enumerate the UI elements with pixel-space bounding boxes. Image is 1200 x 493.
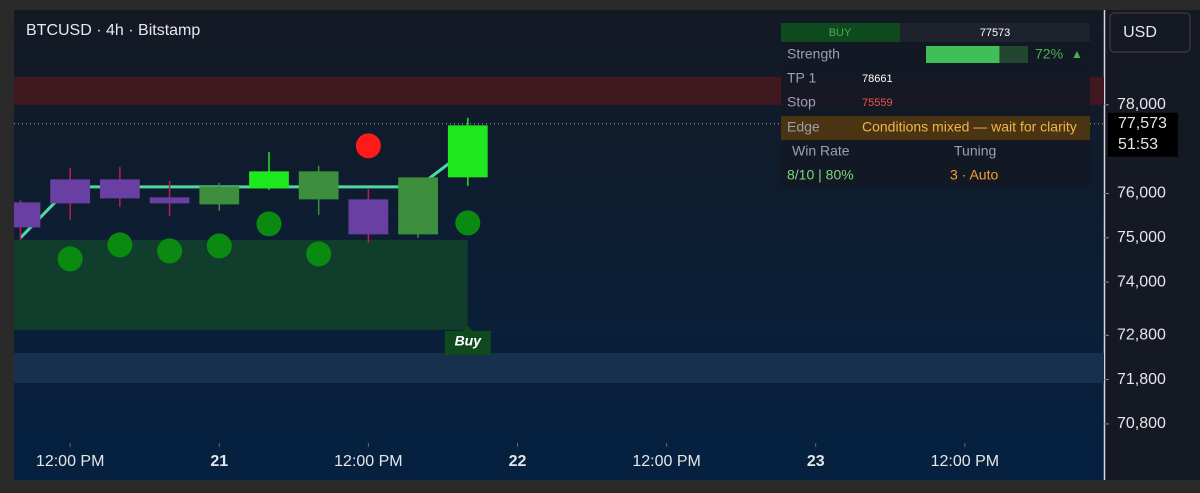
zone bbox=[14, 352, 1104, 383]
edge-label: Edge bbox=[787, 119, 820, 135]
strength-arrow: ▲ bbox=[1071, 47, 1083, 61]
trail-line bbox=[19, 147, 469, 239]
y-tick-label: 75,000 bbox=[1117, 229, 1166, 246]
signal-dot bbox=[256, 211, 282, 237]
y-tick-label: 78,000 bbox=[1117, 96, 1166, 113]
y-tick-label: 70,800 bbox=[1117, 415, 1166, 432]
candle-body bbox=[447, 125, 488, 178]
x-tick-label: 12:00 PM bbox=[334, 453, 402, 470]
signal-dot bbox=[455, 210, 481, 236]
time-axis-background bbox=[14, 443, 1104, 480]
plot: Buy bbox=[14, 76, 1104, 383]
strength-text: 72% bbox=[1035, 46, 1063, 62]
signal-dot bbox=[306, 241, 332, 267]
candle-body bbox=[298, 171, 339, 200]
candle-body bbox=[249, 171, 289, 189]
stop-label: Stop bbox=[787, 94, 816, 110]
candle-body bbox=[199, 186, 240, 205]
signal-cell bbox=[781, 23, 900, 42]
x-tick-label: 12:00 PM bbox=[931, 453, 999, 470]
candle-body bbox=[348, 199, 389, 235]
last-price-label: 77,573 bbox=[1118, 115, 1167, 132]
currency-label[interactable]: USD bbox=[1123, 24, 1157, 41]
chart-title: BTCUSD · 4h · Bitstamp bbox=[26, 22, 200, 39]
tuning-label: Tuning bbox=[954, 143, 996, 159]
price-cell bbox=[900, 23, 1090, 42]
strength-bar bbox=[926, 46, 1000, 63]
candle-body bbox=[398, 177, 438, 235]
signal-dot bbox=[107, 232, 133, 258]
edge-text: Conditions mixed — wait for clarity bbox=[862, 119, 1077, 135]
candle-body bbox=[50, 179, 91, 204]
win-rate: 8/10 | 80% bbox=[787, 167, 854, 183]
price-axis-background bbox=[1104, 10, 1200, 480]
countdown: 51:53 bbox=[1118, 136, 1158, 153]
y-tick-label: 71,800 bbox=[1117, 371, 1166, 388]
stop-value: 75559 bbox=[862, 97, 893, 109]
win-rate-label: Win Rate bbox=[792, 143, 850, 159]
x-tick-label: 21 bbox=[210, 453, 228, 470]
tuning: 3 · Auto bbox=[950, 167, 998, 183]
annotation: Buy bbox=[455, 333, 483, 349]
signal-dot bbox=[57, 246, 83, 272]
tp-value: 78661 bbox=[862, 73, 893, 85]
y-tick-label: 76,000 bbox=[1117, 185, 1166, 202]
last-price-box bbox=[1108, 112, 1178, 157]
x-tick-label: 23 bbox=[807, 453, 825, 470]
signal-dot bbox=[206, 233, 232, 259]
x-tick-label: 12:00 PM bbox=[36, 453, 104, 470]
currency-button[interactable] bbox=[1109, 12, 1191, 53]
annotation-box bbox=[444, 326, 491, 355]
signal-dot bbox=[157, 238, 183, 264]
axes: 78,000 76,000 75,000 74,000 72,800 71,800 70,8… bbox=[36, 96, 1178, 470]
zone bbox=[14, 239, 468, 330]
x-tick-label: 22 bbox=[509, 453, 527, 470]
panel-price: 77573 bbox=[980, 27, 1011, 39]
signal-panel: BUY 77573 Strength 72% ▲ TP 1 78661 Stop… bbox=[781, 23, 1090, 187]
candle-body bbox=[14, 202, 41, 228]
y-tick-label: 74,000 bbox=[1117, 273, 1166, 290]
y-tick-label: 72,800 bbox=[1117, 327, 1166, 344]
signal-dot bbox=[355, 133, 381, 159]
strength-label: Strength bbox=[787, 46, 840, 62]
signal: BUY bbox=[829, 27, 852, 39]
tp-label: TP 1 bbox=[787, 70, 817, 86]
edge-row bbox=[781, 116, 1090, 140]
x-tick-label: 12:00 PM bbox=[632, 453, 700, 470]
candle-body bbox=[99, 179, 140, 199]
candle-body bbox=[149, 197, 190, 204]
